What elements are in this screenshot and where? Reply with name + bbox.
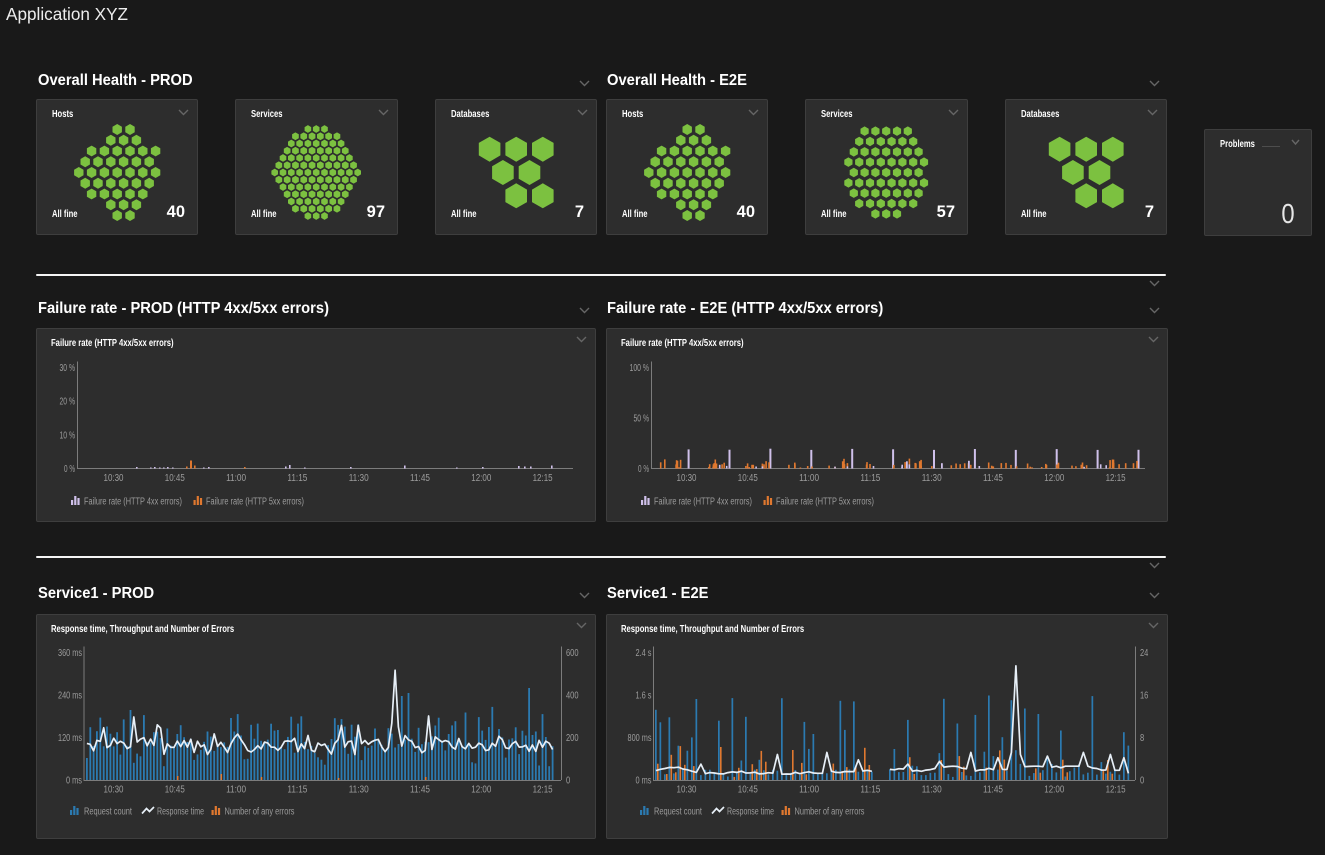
svg-text:240 ms: 240 ms: [58, 691, 82, 702]
svg-text:12:15: 12:15: [1106, 785, 1126, 796]
svg-text:1.6 s: 1.6 s: [636, 691, 652, 702]
svg-text:30 %: 30 %: [60, 363, 76, 374]
svg-text:11:00: 11:00: [226, 785, 246, 796]
svg-text:0: 0: [1140, 776, 1145, 787]
svg-text:11:00: 11:00: [799, 473, 819, 484]
svg-text:0: 0: [566, 776, 571, 787]
svg-text:800 ms: 800 ms: [628, 733, 652, 744]
svg-text:11:15: 11:15: [860, 785, 880, 796]
svg-text:Failure rate (HTTP 4xx errors): Failure rate (HTTP 4xx errors): [84, 497, 182, 508]
svg-text:12:15: 12:15: [533, 785, 553, 796]
svg-text:11:00: 11:00: [226, 473, 246, 484]
svg-text:8: 8: [1140, 733, 1145, 744]
svg-text:11:30: 11:30: [349, 473, 369, 484]
svg-text:10:30: 10:30: [677, 473, 697, 484]
svg-text:12:00: 12:00: [1044, 473, 1064, 484]
svg-text:11:45: 11:45: [410, 785, 430, 796]
svg-text:120 ms: 120 ms: [58, 733, 82, 744]
svg-text:10:45: 10:45: [738, 785, 758, 796]
svg-text:Failure rate (HTTP 5xx errors): Failure rate (HTTP 5xx errors): [776, 497, 874, 508]
svg-text:16: 16: [1140, 691, 1149, 702]
svg-text:Failure rate (HTTP 4xx errors): Failure rate (HTTP 4xx errors): [654, 497, 752, 508]
svg-text:Number of any errors: Number of any errors: [795, 807, 865, 818]
svg-text:2.4 s: 2.4 s: [636, 648, 652, 659]
svg-text:20 %: 20 %: [60, 397, 76, 408]
svg-text:600: 600: [566, 648, 579, 659]
svg-text:Request count: Request count: [84, 807, 132, 818]
svg-text:12:00: 12:00: [1044, 785, 1064, 796]
svg-text:10:45: 10:45: [738, 473, 758, 484]
svg-text:400: 400: [566, 691, 579, 702]
svg-text:11:45: 11:45: [983, 785, 1003, 796]
svg-text:10:30: 10:30: [677, 785, 697, 796]
svg-text:12:15: 12:15: [533, 473, 553, 484]
svg-text:11:30: 11:30: [349, 785, 369, 796]
svg-text:10:45: 10:45: [165, 473, 185, 484]
svg-text:Failure rate (HTTP 5xx errors): Failure rate (HTTP 5xx errors): [206, 497, 304, 508]
svg-text:0 %: 0 %: [638, 464, 649, 475]
svg-text:12:00: 12:00: [471, 473, 491, 484]
svg-text:11:15: 11:15: [287, 785, 307, 796]
svg-text:100 %: 100 %: [630, 363, 650, 374]
svg-text:Number of any errors: Number of any errors: [225, 807, 295, 818]
svg-text:11:15: 11:15: [860, 473, 880, 484]
svg-text:12:00: 12:00: [471, 785, 491, 796]
svg-text:11:00: 11:00: [799, 785, 819, 796]
svg-text:10:30: 10:30: [104, 473, 124, 484]
svg-text:10 %: 10 %: [60, 430, 76, 441]
svg-text:200: 200: [566, 733, 579, 744]
svg-text:0 ms: 0 ms: [636, 776, 652, 787]
svg-text:Response time: Response time: [727, 807, 774, 818]
svg-text:11:15: 11:15: [287, 473, 307, 484]
svg-text:50 %: 50 %: [634, 414, 650, 425]
svg-text:10:45: 10:45: [165, 785, 185, 796]
svg-text:10:30: 10:30: [104, 785, 124, 796]
svg-text:360 ms: 360 ms: [58, 648, 82, 659]
svg-text:24: 24: [1140, 648, 1149, 659]
svg-text:0 ms: 0 ms: [66, 776, 82, 787]
svg-text:Response time: Response time: [157, 807, 204, 818]
svg-text:11:45: 11:45: [983, 473, 1003, 484]
svg-text:0 %: 0 %: [64, 464, 75, 475]
svg-text:11:30: 11:30: [922, 473, 942, 484]
svg-text:11:45: 11:45: [410, 473, 430, 484]
svg-text:12:15: 12:15: [1106, 473, 1126, 484]
svg-text:Request count: Request count: [654, 807, 702, 818]
svg-text:11:30: 11:30: [922, 785, 942, 796]
